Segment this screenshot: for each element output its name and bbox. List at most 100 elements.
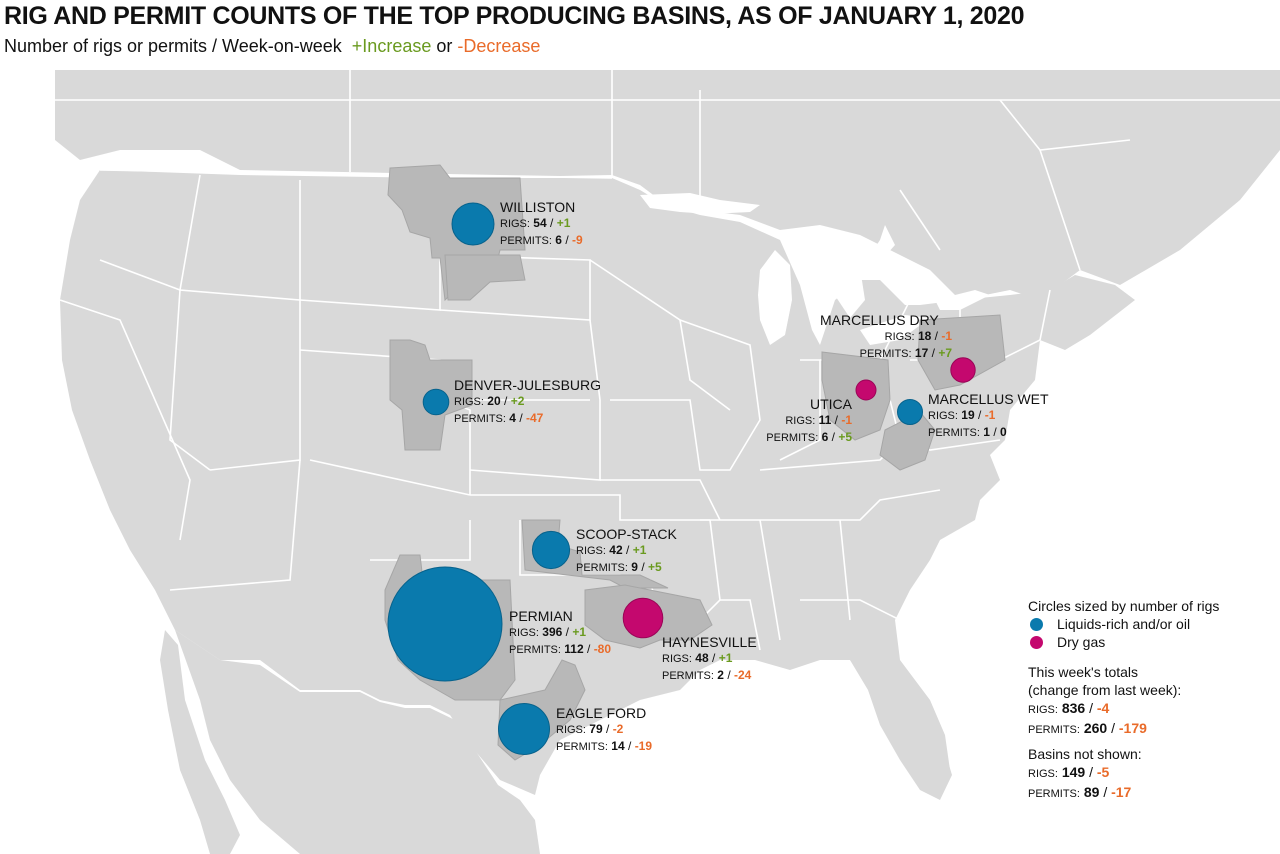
basin-name: SCOOP-STACK xyxy=(576,526,677,542)
total-rigs-change: -4 xyxy=(1096,700,1110,716)
label-haynesville: HAYNESVILLE RIGS: 48 / +1 PERMITS: 2 / -… xyxy=(662,634,757,684)
not-shown-heading: Basins not shown: xyxy=(1028,746,1142,762)
slash: / xyxy=(550,216,554,230)
subtitle-or: or xyxy=(436,36,453,56)
rigs-value: 20 xyxy=(487,394,501,408)
slash: / xyxy=(504,394,508,408)
not-shown-block: Basins not shown: RIGS: 149 / -5 PERMITS… xyxy=(1028,745,1219,803)
circle-eagle xyxy=(498,703,550,755)
rigs-change: -1 xyxy=(984,408,996,422)
slash: / xyxy=(641,559,645,574)
chart-title: RIG AND PERMIT COUNTS OF THE TOP PRODUCI… xyxy=(4,2,1025,30)
permits-value: 4 xyxy=(509,410,516,425)
circle-denver xyxy=(422,388,450,416)
slash: / xyxy=(978,408,982,422)
slash: / xyxy=(587,641,591,656)
permits-value: 2 xyxy=(717,667,724,682)
totals-subheading: (change from last week): xyxy=(1028,682,1182,698)
slash: / xyxy=(834,413,838,427)
basin-name: PERMIAN xyxy=(509,608,573,624)
permits-value: 14 xyxy=(611,738,625,753)
rigs-label: RIGS: xyxy=(928,410,958,422)
rigs-label: RIGS: xyxy=(1028,768,1058,780)
permits-change: +5 xyxy=(838,429,852,444)
permits-label: PERMITS: xyxy=(500,234,552,247)
rigs-label: RIGS: xyxy=(785,415,816,427)
circle-haynesville xyxy=(622,597,664,639)
rigs-change: +1 xyxy=(572,625,587,639)
permits-change: -47 xyxy=(526,410,544,425)
basin-name: MARCELLUS WET xyxy=(928,391,1049,407)
basin-name: HAYNESVILLE xyxy=(662,634,757,650)
legend-item-dry-gas: Dry gas xyxy=(1030,633,1219,651)
subtitle-prefix: Number of rigs or permits / Week-on-week xyxy=(4,36,342,56)
permits-label: PERMITS: xyxy=(1028,724,1080,736)
slash: / xyxy=(565,625,570,639)
legend-item-liquids: Liquids-rich and/or oil xyxy=(1030,615,1219,633)
slash: / xyxy=(931,345,935,360)
ns-rigs: 149 xyxy=(1061,764,1086,780)
rigs-change: +2 xyxy=(510,394,525,408)
williston-south-area xyxy=(444,254,526,301)
permits-label: PERMITS: xyxy=(576,561,628,574)
basin-name: WILLISTON xyxy=(500,199,576,215)
circle-scoop xyxy=(531,530,571,570)
subtitle-decrease: -Decrease xyxy=(457,36,541,56)
permits-value: 9 xyxy=(631,559,638,574)
permits-label: PERMITS: xyxy=(928,426,980,439)
permits-label: PERMITS: xyxy=(766,431,819,444)
rigs-value: 79 xyxy=(589,722,603,736)
permits-value: 17 xyxy=(914,345,929,360)
dry-gas-swatch xyxy=(1030,635,1043,649)
ns-permits-change: -17 xyxy=(1111,784,1132,800)
slash: / xyxy=(1089,700,1093,716)
rigs-value: 11 xyxy=(818,413,832,427)
us-map xyxy=(55,70,1280,854)
circle-marcellus-wet xyxy=(897,399,923,425)
circle-marcellus-dry xyxy=(950,357,976,383)
basin-circles xyxy=(387,202,976,755)
slash: / xyxy=(606,722,610,736)
marcellus-area xyxy=(917,314,1006,391)
permits-change: -24 xyxy=(734,667,752,682)
rigs-change: +1 xyxy=(632,543,647,557)
label-scoop-stack: SCOOP-STACK RIGS: 42 / +1 PERMITS: 9 / +… xyxy=(576,526,677,576)
utica-area xyxy=(821,351,891,441)
permits-change: -9 xyxy=(572,232,583,247)
totals-heading: This week's totals xyxy=(1028,664,1139,680)
permits-label: PERMITS: xyxy=(662,669,714,682)
rigs-label: RIGS: xyxy=(576,545,606,557)
rigs-value: 42 xyxy=(609,543,623,557)
land xyxy=(55,70,1280,854)
totals-block: This week's totals (change from last wee… xyxy=(1028,663,1219,739)
chart-subtitle: Number of rigs or permits / Week-on-week… xyxy=(4,36,540,57)
label-marcellus-dry: MARCELLUS DRY RIGS: 18 / -1 PERMITS: 17 … xyxy=(820,312,952,362)
slash: / xyxy=(993,424,997,439)
rigs-value: 18 xyxy=(917,329,932,343)
rigs-value: 54 xyxy=(533,216,547,230)
rigs-label: RIGS: xyxy=(1028,704,1058,716)
legend: Circles sized by number of rigs Liquids-… xyxy=(1028,597,1219,803)
ns-rigs-change: -5 xyxy=(1096,764,1110,780)
basin-name: UTICA xyxy=(810,396,852,412)
label-marcellus-wet: MARCELLUS WET RIGS: 19 / -1 PERMITS: 1 /… xyxy=(928,391,1049,441)
legend-dry-gas-label: Dry gas xyxy=(1057,634,1106,650)
rigs-label: RIGS: xyxy=(500,218,530,230)
circle-williston xyxy=(451,202,495,246)
rigs-label: RIGS: xyxy=(556,724,586,736)
permits-label: PERMITS: xyxy=(859,347,912,360)
rigs-change: +1 xyxy=(718,651,733,665)
permits-value: 1 xyxy=(983,424,990,439)
rigs-label: RIGS: xyxy=(454,396,484,408)
slash: / xyxy=(1103,784,1108,800)
slash: / xyxy=(565,232,569,247)
rigs-value: 19 xyxy=(961,408,975,422)
permits-label: PERMITS: xyxy=(556,740,608,753)
circle-permian xyxy=(387,566,503,682)
permits-label: PERMITS: xyxy=(1028,788,1080,800)
permits-label: PERMITS: xyxy=(509,643,561,656)
rigs-label: RIGS: xyxy=(662,653,692,665)
slash: / xyxy=(519,410,523,425)
total-permits: 260 xyxy=(1083,720,1108,736)
total-rigs: 836 xyxy=(1061,700,1086,716)
